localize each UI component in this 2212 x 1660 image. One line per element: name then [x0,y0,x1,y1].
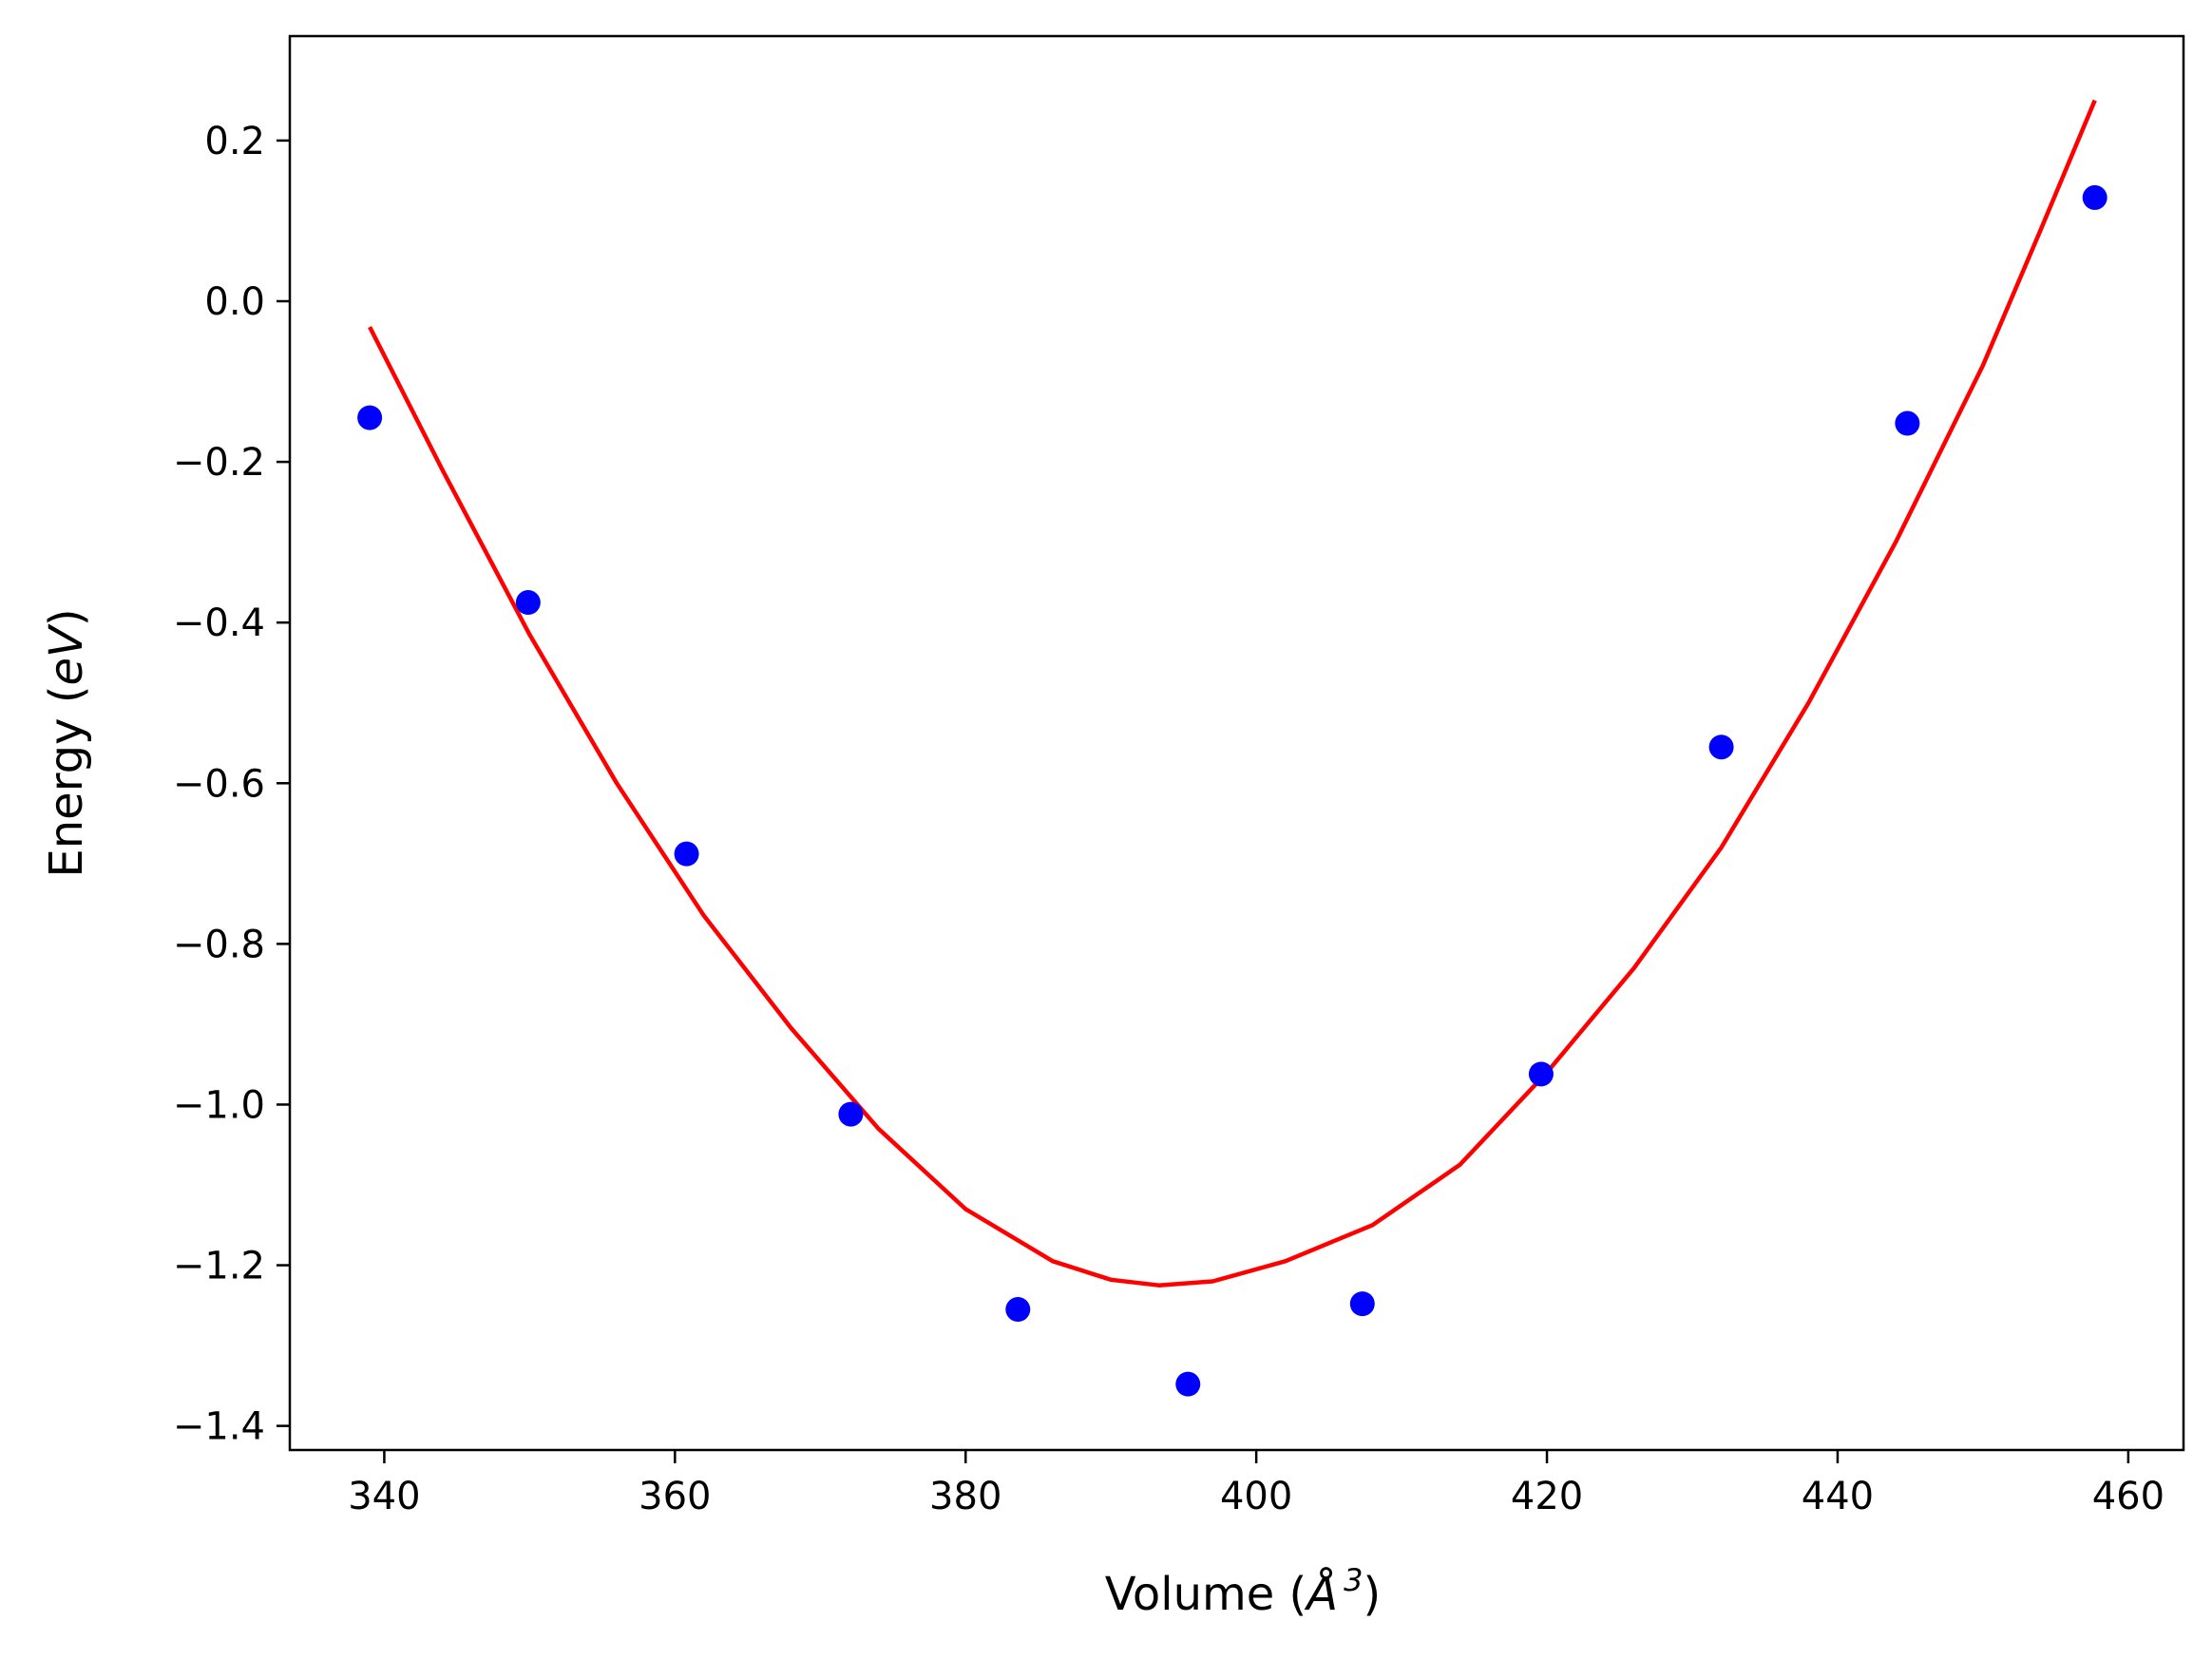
x-tick-label: 360 [639,1475,711,1518]
data-point [838,1101,864,1127]
y-tick-label: −0.2 [173,441,265,485]
y-axis-ticks: 0.2 0.0 −0.2 −0.4 −0.6 −0.8 −1.0 −1.2 −1.4 [173,120,290,1449]
plot-frame [288,34,2185,1452]
x-axis-title: Volume (Å 3) [1105,1562,1381,1621]
data-point [1895,410,1920,436]
series-layer [357,99,2107,1397]
y-axis-title-unit: eV [40,623,93,686]
fit-curve [368,99,2097,1288]
x-tick-label: 420 [1511,1475,1583,1518]
x-tick-label: 460 [2092,1475,2164,1518]
y-axis-title-prefix: Energy ( [40,686,93,878]
data-point [1528,1061,1554,1087]
data-point [2082,184,2107,210]
x-axis-ticks: 340 360 380 400 420 440 460 [348,1450,2164,1518]
y-axis-title-suffix: ) [40,608,93,626]
data-point [674,841,699,867]
y-tick-label: −1.0 [173,1083,265,1127]
data-point [1349,1291,1375,1317]
data-point [357,405,383,430]
data-point [1175,1371,1201,1397]
y-tick-label: 0.0 [204,280,265,324]
y-tick-label: −1.2 [173,1245,265,1288]
y-tick-label: −0.8 [173,923,265,966]
y-axis-title: Energy (eV) [40,608,93,877]
data-point [1708,735,1734,760]
data-point [1005,1297,1031,1323]
x-axis-title-prefix: Volume ( [1105,1568,1307,1621]
x-tick-label: 340 [348,1475,420,1518]
x-tick-label: 400 [1220,1475,1292,1518]
x-tick-label: 440 [1802,1475,1874,1518]
data-point [515,590,541,616]
x-tick-label: 380 [929,1475,1001,1518]
y-tick-label: −0.6 [173,762,265,806]
x-axis-title-suffix: ) [1363,1568,1381,1621]
x-axis-title-exponent: 3 [1344,1562,1363,1598]
x-axis-title-symbol: Å [1304,1567,1338,1621]
y-tick-label: −0.4 [173,601,265,645]
y-tick-label: 0.2 [204,120,265,163]
y-tick-label: −1.4 [173,1405,265,1449]
